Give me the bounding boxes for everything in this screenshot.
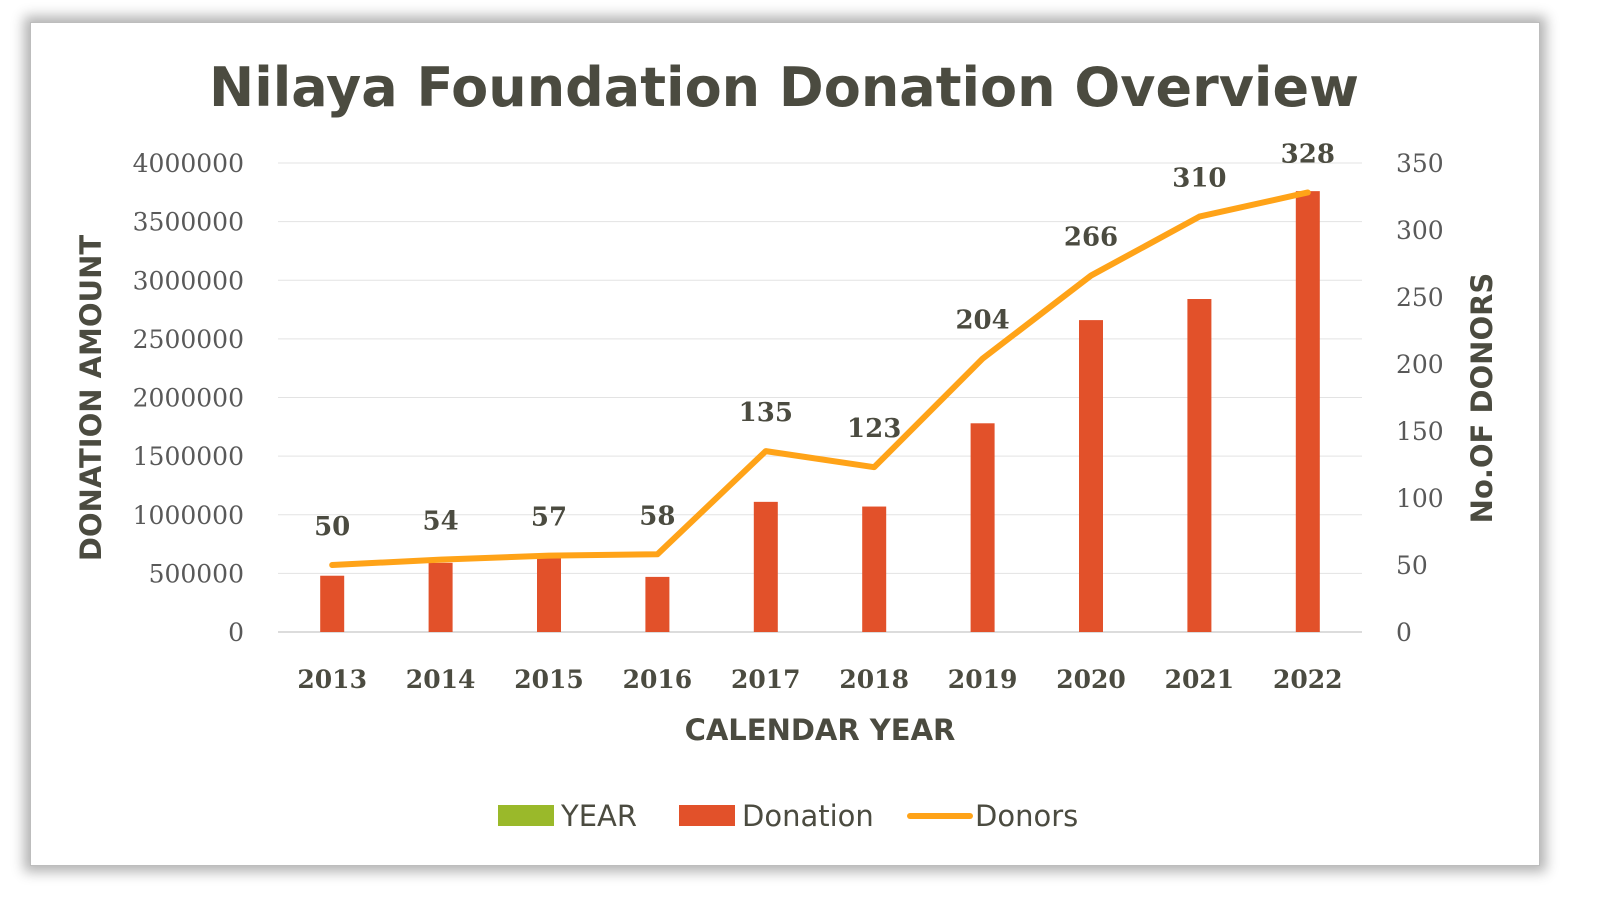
y-tick-label: 4000000 bbox=[133, 149, 244, 178]
y-tick-label: 3000000 bbox=[133, 266, 244, 295]
x-tick-label: 2022 bbox=[1273, 665, 1343, 694]
legend: YEAR Donation Donors bbox=[498, 799, 1078, 833]
y-axis-left-ticks: 0 500000 1000000 1500000 2000000 2500000 30000… bbox=[133, 149, 244, 647]
legend-label-donors: Donors bbox=[975, 799, 1078, 833]
y-axis-title: DONATION AMOUNT bbox=[74, 235, 108, 562]
donation-bar bbox=[970, 423, 995, 632]
donors-data-label: 50 bbox=[314, 512, 350, 542]
x-tick-label: 2013 bbox=[297, 665, 367, 694]
y2-tick-label: 50 bbox=[1396, 551, 1428, 580]
y2-tick-label: 300 bbox=[1396, 216, 1444, 245]
donation-bars bbox=[320, 191, 1320, 632]
y2-tick-label: 250 bbox=[1396, 283, 1444, 312]
y-tick-label: 1500000 bbox=[133, 442, 244, 471]
donation-bar bbox=[862, 506, 887, 632]
legend-label-year: YEAR bbox=[560, 799, 637, 833]
x-tick-label: 2018 bbox=[839, 665, 909, 694]
y-tick-label: 500000 bbox=[149, 559, 244, 588]
donation-bar bbox=[1187, 299, 1212, 632]
x-tick-label: 2020 bbox=[1056, 665, 1126, 694]
donation-bar bbox=[320, 575, 345, 632]
gridlines bbox=[278, 162, 1362, 633]
x-axis-title: CALENDAR YEAR bbox=[685, 713, 956, 747]
y2-tick-label: 350 bbox=[1396, 149, 1444, 178]
y2-tick-label: 200 bbox=[1396, 350, 1444, 379]
y2-tick-label: 0 bbox=[1396, 618, 1412, 647]
donation-bar bbox=[537, 558, 561, 632]
y2-tick-label: 150 bbox=[1396, 417, 1444, 446]
donation-bar bbox=[753, 501, 778, 632]
donors-data-label: 123 bbox=[847, 414, 901, 444]
donors-line bbox=[329, 189, 1311, 568]
x-tick-label: 2014 bbox=[406, 665, 476, 694]
y-tick-label: 0 bbox=[228, 618, 244, 647]
donors-data-label: 57 bbox=[531, 503, 567, 533]
donors-data-labels: 50 54 57 58 135 123 204 266 310 328 bbox=[314, 139, 1335, 542]
legend-swatch-year bbox=[498, 805, 554, 826]
y-axis-right-ticks: 0 50 100 150 200 250 300 350 bbox=[1396, 149, 1444, 647]
donors-data-label: 135 bbox=[739, 398, 793, 428]
legend-swatch-donation bbox=[679, 805, 735, 826]
y-tick-label: 2500000 bbox=[133, 325, 244, 354]
donation-bar bbox=[428, 562, 453, 632]
donors-data-label: 328 bbox=[1281, 139, 1335, 169]
x-tick-label: 2019 bbox=[948, 665, 1018, 694]
y-tick-label: 3500000 bbox=[133, 208, 244, 237]
y2-tick-label: 100 bbox=[1396, 484, 1444, 513]
x-tick-label: 2017 bbox=[731, 665, 801, 694]
donors-line-group bbox=[329, 189, 1311, 568]
donors-data-label: 58 bbox=[639, 501, 675, 531]
donors-data-label: 310 bbox=[1172, 164, 1226, 194]
donation-bar bbox=[1295, 191, 1320, 632]
donors-data-label: 54 bbox=[423, 507, 459, 537]
x-tick-label: 2015 bbox=[514, 665, 584, 694]
x-axis-ticks: 2013 2014 2015 2016 2017 2018 2019 2020 2021 2022 bbox=[297, 665, 1342, 694]
chart-title: Nilaya Foundation Donation Overview bbox=[209, 56, 1359, 119]
legend-label-donation: Donation bbox=[742, 799, 874, 833]
donors-data-label: 266 bbox=[1064, 223, 1118, 253]
donors-data-label: 204 bbox=[955, 306, 1009, 336]
y-tick-label: 1000000 bbox=[133, 501, 244, 530]
y2-axis-title: No.OF DONORS bbox=[1465, 273, 1499, 524]
y-tick-label: 2000000 bbox=[133, 384, 244, 413]
x-tick-label: 2016 bbox=[623, 665, 693, 694]
donation-bar bbox=[645, 576, 670, 632]
donation-bar bbox=[1079, 320, 1103, 632]
x-tick-label: 2021 bbox=[1165, 665, 1235, 694]
